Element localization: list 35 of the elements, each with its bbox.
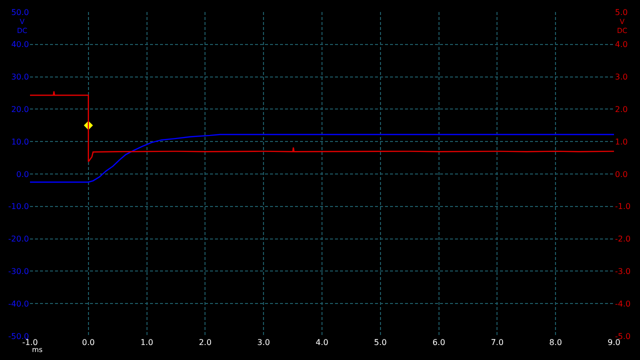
x-tick-label: 1.0 — [140, 338, 154, 347]
y2-tick-label: -3.0 — [615, 267, 631, 276]
y2-tick-label: -2.0 — [615, 234, 631, 244]
y-tick-label: -50.0 — [8, 332, 29, 341]
y-tick-label: 20.0 — [11, 105, 29, 114]
y2-tick-label: 1.0 — [615, 137, 628, 146]
y2-tick-label: -4.0 — [615, 299, 631, 308]
y-tick-label: -40.0 — [8, 299, 29, 308]
x-tick-label: 4.0 — [316, 338, 328, 347]
y-tick-label: 30.0 — [11, 72, 29, 82]
x-tick-label: 7.0 — [490, 338, 504, 347]
line-series — [30, 134, 614, 183]
y-tick-label: -30.0 — [8, 267, 29, 276]
line-series — [30, 90, 614, 162]
y-tick-label: 10.0 — [11, 137, 29, 146]
x-tick-label: 3.0 — [257, 338, 270, 347]
y2-tick-label: 2.0 — [615, 105, 628, 114]
y2-tick-label: -1.0 — [615, 202, 631, 212]
x-tick-label: 9.0 — [608, 338, 620, 347]
y-tick-label: -10.0 — [8, 202, 29, 212]
x-tick-label: -1.0 — [22, 338, 38, 347]
y2-tick-label: 5.0 — [615, 8, 628, 17]
x-tick-label: 5.0 — [374, 338, 387, 347]
y-tick-label: 0.0 — [16, 170, 29, 179]
y-tick-label: 40.0 — [11, 40, 29, 50]
x-tick-label: 8.0 — [549, 338, 562, 347]
y2-tick-label: 3.0 — [615, 72, 628, 82]
y2-tick-label: 4.0 — [615, 40, 628, 50]
y-tick-label: -20.0 — [8, 234, 29, 244]
y-tick-label: 50.0 — [11, 8, 29, 17]
x-tick-label: 0.0 — [82, 338, 95, 347]
x-tick-label: 6.0 — [432, 338, 446, 347]
y2-tick-label: 0.0 — [615, 170, 628, 179]
x-tick-label: 2.0 — [198, 338, 212, 347]
y2-tick-label: -5.0 — [615, 332, 631, 341]
